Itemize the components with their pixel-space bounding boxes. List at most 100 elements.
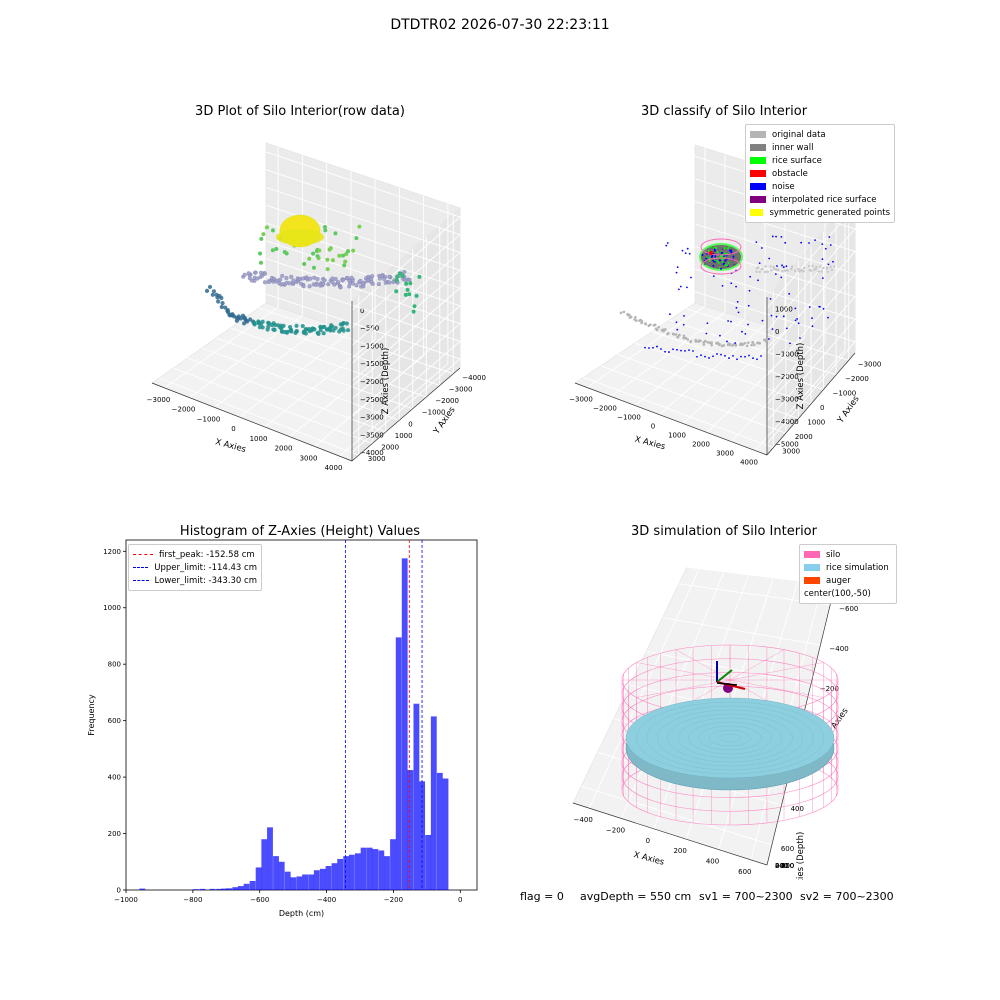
classify-original-point [694,338,698,342]
legend-label: Lower_limit: -343.30 cm [154,575,257,586]
classify-original-point [815,266,818,269]
legend-swatch [750,209,764,216]
classify-noise-point [780,235,783,238]
classify-noise-point [824,247,827,250]
raw-point-lower [330,324,335,329]
x-tick-label: 0 [458,896,462,904]
classify-cluster-point [732,255,735,258]
rice-mesh-ring [636,701,824,775]
raw-point-upper [274,247,279,252]
classify-original-point [769,265,772,268]
classify-noise-point [748,354,750,357]
raw-point-middle [366,274,371,279]
classify-original-point [657,325,660,329]
legend-entry: center(100,-50) [804,587,892,600]
p2-y-label: Y Axies [835,394,862,426]
legend-label: rice simulation [826,562,889,573]
classify-original-point [781,270,784,273]
histogram-bar [319,868,326,890]
classify-noise-point [721,284,724,287]
raw-point-side [395,274,400,279]
histogram-bar [343,856,350,890]
x-tick-label: −1000 [114,896,138,904]
panel-title-simulation: 3D simulation of Silo Interior [631,524,817,539]
p2-z-tick: 1000 [775,305,793,313]
classify-noise-point [675,321,678,324]
p1-y-tick: 1000 [395,432,413,440]
legend-swatch [750,131,766,138]
classify-original-point [789,267,793,271]
y-tick-label: 200 [108,830,121,838]
classify-noise-point [767,338,770,340]
p4-z-tick: 400 [775,862,788,870]
classify-cluster-point [714,247,717,250]
p1-y-tick: −2000 [435,397,459,405]
p2-grid-z [694,268,856,422]
p1-grid-x [214,322,327,408]
simulation-3d-plot: −400−20002004006006004002000−200−400−600… [572,566,858,880]
classify-original-point [710,341,713,344]
p1-grid-z [265,151,461,311]
p1-grid-x [289,347,400,437]
p2-x-label: X Axies [633,435,666,453]
histogram-bar [401,558,408,890]
classify-silo-bottom-ring [700,257,742,275]
classify-original-point [829,265,832,268]
p1-x-tick: 4000 [325,464,343,470]
legend-entry: rice simulation [804,561,892,574]
raw-point-lower [310,326,315,331]
histogram-bar [378,850,385,890]
simulation-legend: silo rice simulation auger center(100,-50) [799,544,897,604]
classify-noise-point [726,340,728,343]
histogram-bar [348,854,355,890]
p2-y-tick: 2000 [795,433,813,441]
raw-point-lower [210,292,215,297]
classify-cluster-point [724,264,727,267]
legend-swatch [804,577,820,584]
p2-x-tick: 4000 [740,459,758,467]
classify-original-point [803,266,806,270]
raw-point-lower [219,304,224,310]
sv2-text: sv2 = 700~2300 [800,890,894,903]
classify-noise-point [775,315,778,318]
raw-point-upper [270,228,275,233]
classify-original-point [689,340,692,344]
classify-original-point [764,265,767,268]
p4-z-tick: 0 [775,862,779,870]
silo-top-spoke [675,649,731,681]
classify-noise-point [652,346,654,349]
classify-original-point [811,264,814,268]
classify-noise-point [672,348,674,351]
classify-original-point [820,270,824,273]
classify-noise-point [814,239,817,242]
x-tick-label: −600 [250,896,269,904]
raw-point-lower [271,321,276,326]
legend-entry: Upper_limit: -114.43 cm [133,561,257,574]
raw-point-lower [322,324,327,329]
p2-x-tick: 1000 [668,432,686,440]
classify-original-point [753,343,756,347]
classify-cluster-point [714,255,717,258]
classify-original-point [728,342,732,346]
classify-original-point [703,339,707,343]
raw-point-middle [242,272,247,277]
raw-point-side [400,273,405,278]
classify-noise-point [821,258,824,261]
p2-z-tick: −5000 [775,441,799,449]
p1-x-tick: −1000 [197,415,221,423]
p4-x-tick: 0 [646,837,650,845]
histogram-bar [372,849,379,890]
raw-point-middle [301,284,306,289]
classify-noise-point [684,252,687,254]
legend-label: obstacle [772,168,808,179]
classify-original-point [664,328,667,331]
legend-label: auger [826,575,851,586]
raw-point-lower [304,327,309,332]
classify-original-point [760,268,763,271]
classify-original-point [801,270,805,273]
p1-grid-y [244,317,440,386]
raw-point-lower [307,328,312,334]
raw-yellow-cluster-base [276,229,324,245]
classify-noise-point [724,354,726,357]
rice-mesh-ring [677,717,783,759]
